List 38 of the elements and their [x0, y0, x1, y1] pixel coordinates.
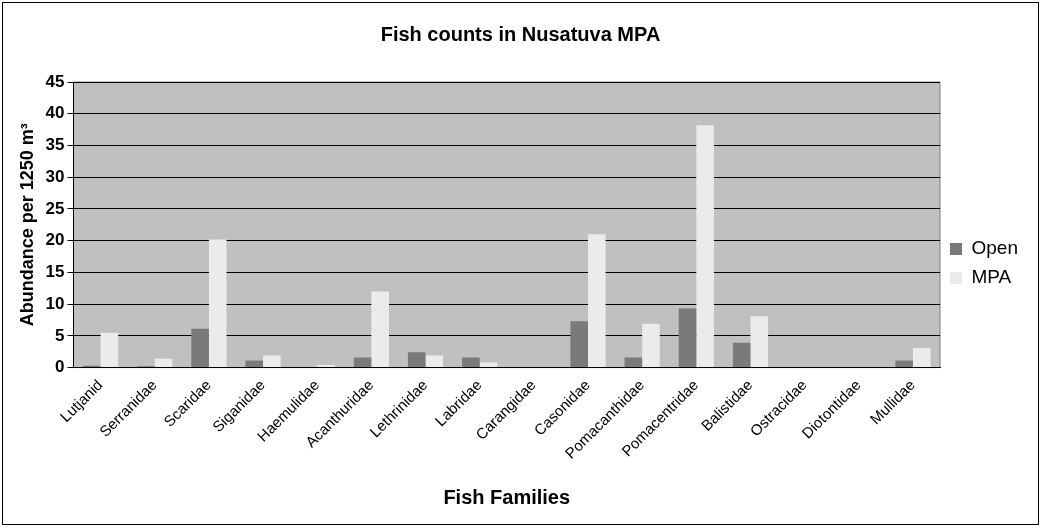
chart-title: Fish counts in Nusatuva MPA — [380, 22, 661, 45]
bar — [317, 365, 335, 368]
bar — [208, 239, 227, 368]
bar — [750, 316, 769, 368]
legend-label: Open — [971, 237, 1018, 259]
y-tick-label: 5 — [55, 325, 65, 345]
y-tick-label: 10 — [45, 293, 65, 313]
bar — [479, 362, 498, 368]
y-tick-label: 30 — [45, 166, 65, 186]
y-axis-title: Abundance per 1250 m³ — [16, 123, 37, 327]
bar — [100, 332, 119, 368]
bar — [462, 357, 480, 368]
bar — [642, 323, 660, 368]
bar — [895, 360, 913, 368]
y-tick-label: 35 — [45, 135, 65, 155]
y-tick-label: 20 — [45, 230, 65, 250]
bar — [353, 357, 372, 368]
bar — [678, 308, 697, 368]
x-axis-title: Fish Families — [443, 485, 571, 508]
bar — [696, 125, 714, 368]
y-tick-label: 0 — [55, 357, 65, 377]
bar — [154, 358, 173, 368]
bar — [263, 355, 281, 368]
bar — [191, 328, 209, 368]
y-tick-label: 25 — [45, 198, 65, 218]
y-tick-label: 45 — [45, 71, 65, 91]
bar — [371, 291, 389, 368]
bar — [425, 355, 444, 368]
bar — [732, 342, 751, 368]
bar — [407, 352, 426, 368]
bar — [588, 234, 606, 368]
bar — [912, 347, 931, 368]
bar — [624, 357, 643, 368]
bar — [245, 360, 264, 368]
y-tick-label: 40 — [45, 103, 65, 123]
y-tick-label: 15 — [45, 262, 65, 282]
legend-label: MPA — [971, 266, 1012, 288]
bar — [570, 321, 588, 368]
